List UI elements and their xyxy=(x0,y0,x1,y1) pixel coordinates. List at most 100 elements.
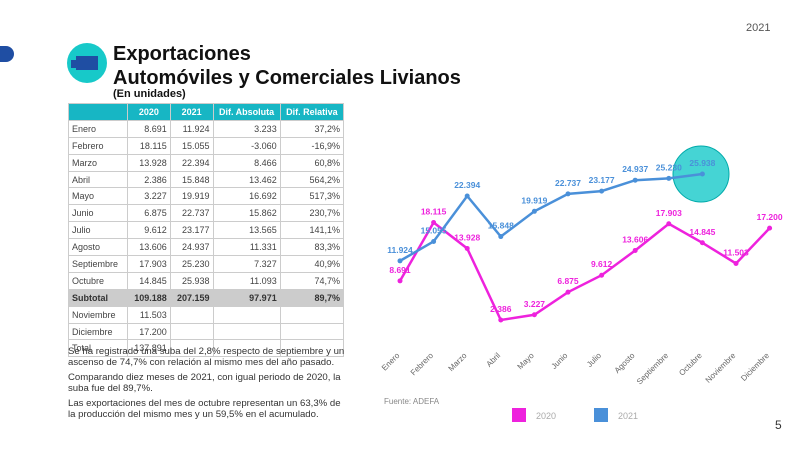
table-cell xyxy=(169,305,214,324)
table-cell xyxy=(169,322,214,341)
icon xyxy=(67,43,107,83)
title: Exportaciones Automóviles y Comerciales L… xyxy=(113,42,461,90)
table-cell: 13.565 xyxy=(212,221,281,240)
table-cell: 74,7% xyxy=(279,271,345,290)
legend-swatch xyxy=(594,408,608,422)
table-cell xyxy=(279,322,345,341)
point xyxy=(498,234,504,240)
series-line xyxy=(398,220,771,322)
point xyxy=(733,260,739,266)
table-cell: Mayo xyxy=(68,187,128,206)
table-row: Agosto 13.606 24.937 11.331 83,3% xyxy=(68,238,345,257)
x-tick-label: Marzo xyxy=(447,351,469,373)
data-label: 13.606 xyxy=(622,234,648,244)
tab xyxy=(0,46,14,62)
data-label: 22.737 xyxy=(555,178,581,188)
table-cell: 11.093 xyxy=(212,271,281,290)
x-tick-label: Junio xyxy=(550,351,570,371)
table-cell: 24.937 xyxy=(169,238,214,257)
x-tick-label: Enero xyxy=(380,351,402,373)
table-cell: Octubre xyxy=(68,271,128,290)
data-label: 2.386 xyxy=(490,304,512,314)
table-cell xyxy=(212,305,281,324)
table-row: Septiembre 17.903 25.230 7.327 40,9% xyxy=(68,255,345,273)
table-cell: 23.177 xyxy=(169,221,214,240)
x-tick-label: Noviembre xyxy=(704,351,738,385)
data-label: 19.919 xyxy=(521,195,547,205)
point xyxy=(767,225,773,231)
table-cell: 8.691 xyxy=(127,119,171,138)
table-cell: 6.875 xyxy=(127,204,171,223)
table-cell xyxy=(212,322,281,341)
point xyxy=(464,193,470,199)
table-cell: 564,2% xyxy=(279,170,345,189)
table-cell: 25.230 xyxy=(169,255,214,273)
table-cell: 37,2% xyxy=(279,119,345,138)
table-cell: 16.692 xyxy=(212,187,281,206)
data-label: 11.924 xyxy=(387,245,413,255)
point xyxy=(632,247,638,253)
x-tick-label: Agosto xyxy=(613,351,637,375)
data-label: 25.938 xyxy=(689,158,715,168)
table-cell: Agosto xyxy=(68,238,128,257)
table-cell: 517,3% xyxy=(279,187,345,206)
point xyxy=(431,238,437,244)
table-row: Noviembre 11.503 xyxy=(68,305,345,324)
table-cell xyxy=(279,339,345,358)
table-row: Total 137.891 xyxy=(68,339,345,358)
point xyxy=(397,278,403,284)
x-tick-label: Abril xyxy=(485,351,503,369)
data-table: 2020 2021 Dif. Absoluta Dif. Relativa Enero 8… xyxy=(68,103,345,358)
table-cell: Enero xyxy=(68,119,128,138)
table-cell: 15.055 xyxy=(169,136,214,155)
table-cell: 230,7% xyxy=(279,204,345,223)
table-row: Octubre 14.845 25.938 11.093 74,7% xyxy=(68,271,345,290)
point xyxy=(699,171,705,177)
table-cell: 14.845 xyxy=(127,271,171,290)
table-cell: 83,3% xyxy=(279,238,345,257)
table-cell: 60,8% xyxy=(279,153,345,172)
table-cell: 13.462 xyxy=(212,170,281,189)
table-cell: 9.612 xyxy=(127,221,171,240)
table-row: Julio 9.612 23.177 13.565 141,1% xyxy=(68,221,345,240)
table-cell: 40,9% xyxy=(279,255,345,273)
table-cell: Junio xyxy=(68,204,128,223)
table-cell: Febrero xyxy=(68,136,128,155)
subtitle: (En unidades) xyxy=(113,88,186,100)
point xyxy=(666,175,672,181)
table-row: Marzo 13.928 22.394 8.466 60,8% xyxy=(68,153,345,172)
table-cell: -16,9% xyxy=(279,136,345,155)
table-cell: 17.200 xyxy=(127,322,171,341)
data-label: 22.394 xyxy=(454,180,480,190)
data-label: 14.845 xyxy=(689,227,715,237)
table-cell: Subtotal xyxy=(68,288,128,307)
point xyxy=(464,245,470,251)
page-number: 5 xyxy=(775,418,782,432)
table-cell: Septiembre xyxy=(68,255,128,273)
chart: Enero Febrero Marzo Abril Mayo Junio Julio Agos… xyxy=(380,145,783,422)
point xyxy=(599,272,605,278)
table-cell: 22.394 xyxy=(169,153,214,172)
data-label: 13.928 xyxy=(454,232,480,242)
table-cell: 97.971 xyxy=(212,288,281,307)
table-cell: 8.466 xyxy=(212,153,281,172)
table-cell: 22.737 xyxy=(169,204,214,223)
table-cell: 3.233 xyxy=(212,119,281,138)
source: Fuente: ADEFA xyxy=(384,397,440,406)
point xyxy=(531,312,537,318)
table-cell xyxy=(279,305,345,324)
note: Comparando diez meses de 2021, con igual… xyxy=(68,372,341,394)
table-cell: 109.188 xyxy=(127,288,171,307)
x-tick-label: Octubre xyxy=(677,351,704,378)
table-cell: 2.386 xyxy=(127,170,171,189)
data-label: 17.903 xyxy=(656,208,682,218)
table-cell: Abril xyxy=(68,170,128,189)
data-label: 23.177 xyxy=(589,175,615,185)
data-label: 25.230 xyxy=(656,162,682,172)
table-row: Diciembre 17.200 xyxy=(68,322,345,341)
table-cell: Noviembre xyxy=(68,305,128,324)
header-cell: 2021 xyxy=(169,103,214,121)
table-cell: 11.924 xyxy=(169,119,214,138)
table-cell: 13.928 xyxy=(127,153,171,172)
point xyxy=(531,208,537,214)
